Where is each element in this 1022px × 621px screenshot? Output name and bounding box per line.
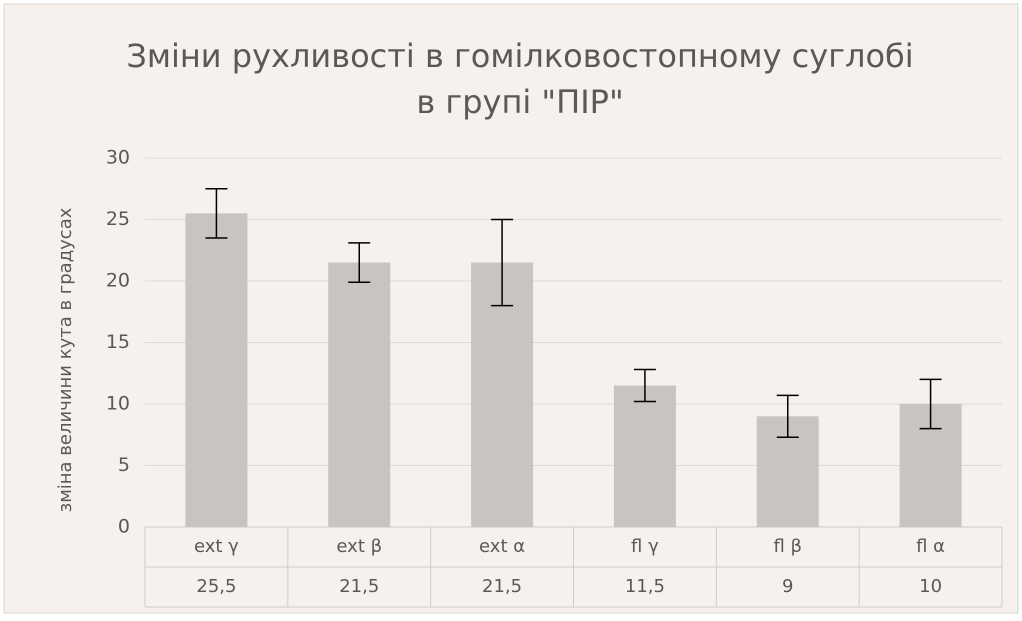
bar: [613, 385, 676, 527]
chart-title: в групі "ПІР": [416, 83, 623, 121]
y-tick-label: 20: [106, 270, 130, 292]
data-label: 10: [919, 576, 942, 597]
bar: [471, 262, 534, 527]
y-tick-label: 0: [118, 516, 130, 538]
y-axis-label: зміна величини кута в градусах: [55, 207, 76, 512]
x-tick-label: fl β: [773, 536, 802, 557]
bar: [185, 213, 248, 527]
data-label: 21,5: [482, 576, 522, 597]
x-tick-label: fl γ: [631, 536, 659, 557]
data-label: 11,5: [625, 576, 665, 597]
y-tick-label: 25: [106, 208, 130, 230]
data-label: 9: [782, 576, 793, 597]
chart-title: Зміни рухливості в гомілковостопному суг…: [126, 37, 913, 75]
x-tick-label: ext γ: [194, 536, 239, 557]
data-label: 21,5: [339, 576, 379, 597]
x-tick-label: ext β: [336, 536, 382, 557]
y-tick-label: 5: [118, 454, 130, 476]
y-tick-label: 15: [106, 331, 130, 353]
data-label: 25,5: [196, 576, 236, 597]
y-tick-label: 10: [106, 393, 130, 415]
bar: [328, 262, 391, 527]
x-tick-label: ext α: [479, 536, 525, 557]
x-tick-label: fl α: [916, 536, 945, 557]
y-tick-label: 30: [106, 147, 130, 169]
